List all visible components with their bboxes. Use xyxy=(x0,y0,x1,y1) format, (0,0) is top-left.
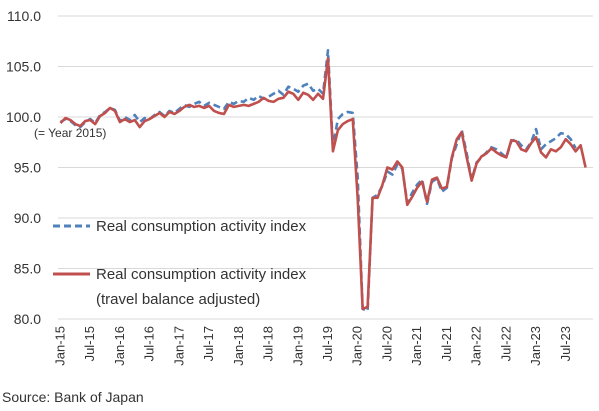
x-tick-label: Jan-23 xyxy=(528,326,543,366)
x-tick-label: Jan-21 xyxy=(409,326,424,366)
x-tick-label: Jul-18 xyxy=(261,326,276,361)
x-tick-label: Jan-16 xyxy=(112,326,127,366)
y-axis-tick-labels: 80.0 85.0 90.0 95.0 100.0 105.0 110.0 xyxy=(6,8,41,327)
x-tick-label: Jul-16 xyxy=(142,326,157,361)
x-tick-label: Jul-23 xyxy=(558,326,573,361)
x-tick-label: Jul-22 xyxy=(498,326,513,361)
series-line-adjusted xyxy=(59,57,587,311)
x-tick-label: Jan-18 xyxy=(231,326,246,366)
x-tick-label: Jul-15 xyxy=(82,326,97,361)
x-tick-label: Jan-22 xyxy=(469,326,484,366)
base-year-annotation: (= Year 2015) xyxy=(34,126,106,140)
legend: Real consumption activity index Real con… xyxy=(53,218,307,308)
x-tick-label: Jan-20 xyxy=(350,326,365,366)
x-tick-label: Jan-15 xyxy=(52,326,67,366)
y-tick-label: 105.0 xyxy=(6,59,41,75)
x-tick-label: Jul-21 xyxy=(439,326,454,361)
y-tick-label: 110.0 xyxy=(7,8,41,24)
y-tick-label: 90.0 xyxy=(14,210,41,226)
y-tick-label: 80.0 xyxy=(14,311,41,327)
source-note: Source: Bank of Japan xyxy=(2,389,144,405)
x-tick-label: Jul-20 xyxy=(379,326,394,361)
x-tick-label: Jan-19 xyxy=(290,326,305,366)
y-tick-label: 95.0 xyxy=(14,160,41,176)
series-lines xyxy=(59,49,587,313)
x-tick-label: Jul-17 xyxy=(201,326,216,361)
legend-label-index: Real consumption activity index xyxy=(96,218,307,235)
y-tick-label: 85.0 xyxy=(14,261,41,277)
x-axis-tick-labels: Jan-15 Jul-15 Jan-16 Jul-16 Jan-17 Jul-17 Jan-… xyxy=(52,326,572,366)
legend-label-adjusted: Real consumption activity index xyxy=(96,266,307,283)
x-tick-label: Jan-17 xyxy=(171,326,186,366)
x-tick-label: Jul-19 xyxy=(320,326,335,361)
legend-label-adjusted-line2: (travel balance adjusted) xyxy=(96,291,260,308)
y-tick-label: 100.0 xyxy=(6,109,41,125)
